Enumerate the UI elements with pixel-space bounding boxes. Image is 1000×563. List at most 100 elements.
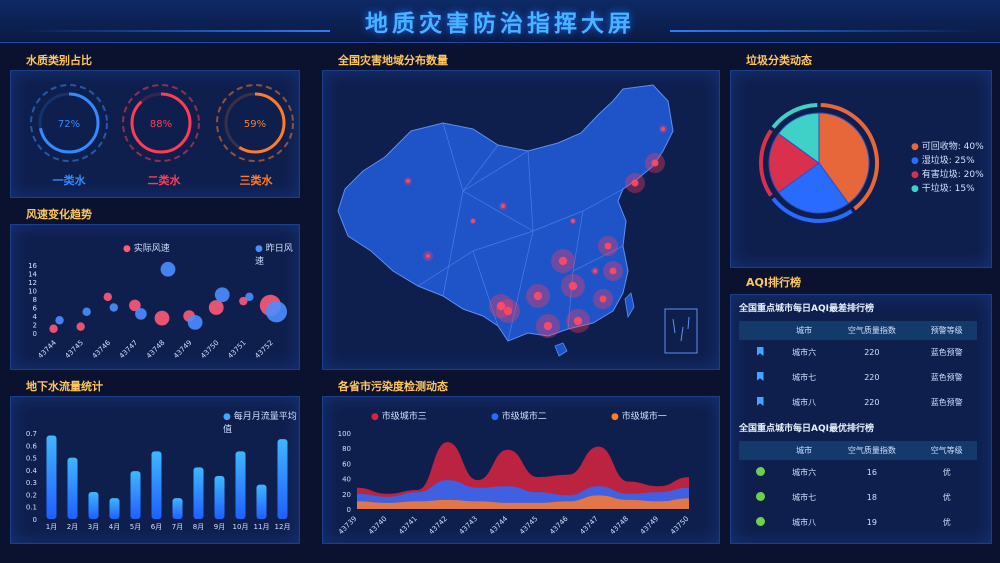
pollution-legend-1: ● 市级城市一 <box>611 412 667 422</box>
garbage-panel: ● 可回收物: 40% ● 湿垃圾: 25% ● 有害垃圾: 20% ● 干垃圾… <box>730 70 992 268</box>
bar <box>235 451 246 519</box>
x-tick-label: 43746 <box>91 338 113 360</box>
pie-outer-arc <box>771 197 853 223</box>
table-cell: 城市六 <box>792 468 817 477</box>
table-header: 空气质量指数 <box>827 441 917 460</box>
scatter-point <box>160 261 176 277</box>
y-tick-label: 0.1 <box>26 504 37 512</box>
x-tick-label: 43747 <box>578 515 599 536</box>
table-cell: 220 <box>864 398 880 407</box>
table-row[interactable]: 城市八 19 优 <box>739 510 977 535</box>
hotspot-dot <box>609 267 617 275</box>
map-title: 全国灾害地域分布数量 <box>338 54 448 67</box>
table-header: 城市 <box>781 441 828 460</box>
y-tick-label: 60 <box>342 460 351 468</box>
x-tick-label: 43746 <box>548 514 570 536</box>
scatter-point <box>239 296 248 306</box>
header-bar: 地质灾害防治指挥大屏 <box>0 0 1000 43</box>
garbage-legend-3: ● 有害垃圾: 20% <box>911 170 984 180</box>
x-tick-label: 43739 <box>337 515 358 536</box>
hotspot-dot <box>573 316 583 326</box>
x-tick-label: 43744 <box>37 338 59 360</box>
table-header: 预警等级 <box>916 321 977 340</box>
ring-label-2: 二类水 <box>147 174 181 187</box>
pie-outer-arc <box>771 103 818 129</box>
table-cell: 优 <box>942 468 951 477</box>
hotspot-dot <box>651 159 659 167</box>
aqi-best-header-row: 城市 空气质量指数 空气等级 <box>739 441 977 460</box>
groundwater-legend-text: 每月月流量平均值 <box>223 412 297 435</box>
y-tick-label: 0.5 <box>26 455 37 463</box>
table-cell: 城市七 <box>792 373 817 382</box>
bar <box>172 498 183 519</box>
y-tick-label: 0.4 <box>26 467 38 475</box>
water-quality-title: 水质类别占比 <box>26 54 92 67</box>
y-tick-label: 0.6 <box>26 442 38 450</box>
pollution-legend-2: ● 市级城市二 <box>491 412 547 422</box>
ring-value: 88% <box>150 119 172 130</box>
x-tick-label: 12月 <box>275 523 291 531</box>
x-tick-label: 2月 <box>67 523 78 531</box>
y-tick-label: 2 <box>33 322 37 330</box>
water-quality-rings: 72% 88% 59% <box>30 84 294 162</box>
y-tick-label: 0.7 <box>26 430 37 438</box>
table-row[interactable]: 城市七 18 优 <box>739 485 977 510</box>
hotspot-dot <box>406 179 410 183</box>
x-tick-label: 43745 <box>518 515 539 536</box>
x-tick-label: 10月 <box>233 523 249 531</box>
y-tick-label: 0.3 <box>26 479 37 487</box>
wind-panel: 0 2 4 6 8 10 12 14 16 43744 43745 43746 43747 43748 43… <box>10 224 300 370</box>
table-row[interactable]: 城市八 220 蓝色预警 <box>739 390 977 415</box>
hotspot-dot <box>604 242 612 250</box>
table-row[interactable]: 城市七 220 蓝色预警 <box>739 365 977 390</box>
table-row[interactable]: 城市六 220 蓝色预警 <box>739 340 977 365</box>
x-tick-label: 43748 <box>609 515 630 536</box>
x-tick-label: 8月 <box>193 523 204 531</box>
x-tick-label: 43744 <box>488 514 510 536</box>
map-hotspots <box>404 125 667 338</box>
pollution-legend-1-text: 市级城市一 <box>621 412 667 422</box>
pollution-panel: 0 20 40 60 80 100 43739 43740 43741 43742 43743 437… <box>322 396 720 544</box>
garbage-legend-2-text: 湿垃圾: 25% <box>921 156 975 166</box>
bar <box>277 439 288 519</box>
bar <box>130 471 141 519</box>
table-cell: 优 <box>942 493 951 502</box>
groundwater-legend: ● 每月月流量平均值 <box>223 412 297 435</box>
hotspot-dot <box>599 295 607 303</box>
hotspot-dot <box>593 269 597 273</box>
ring-outer-dash <box>30 84 108 162</box>
x-tick-label: 6月 <box>151 523 162 531</box>
table-row[interactable]: 城市六 16 优 <box>739 460 977 485</box>
wind-title: 风速变化趋势 <box>26 208 92 221</box>
table-cell: 城市六 <box>792 348 817 357</box>
table-cell: 蓝色预警 <box>930 373 963 382</box>
garbage-legend-4: ● 干垃圾: 15% <box>911 184 975 194</box>
pollution-legend-3-text: 市级城市三 <box>381 412 427 422</box>
ring-progress <box>38 92 100 154</box>
taiwan-island <box>624 292 635 319</box>
y-tick-label: 20 <box>342 491 351 499</box>
y-tick-label: 16 <box>28 262 37 270</box>
hotspot-dot <box>533 291 543 301</box>
table-cell: 城市七 <box>792 493 817 502</box>
table-header: 空气质量指数 <box>827 321 917 340</box>
x-tick-label: 3月 <box>88 523 99 531</box>
area-series <box>357 495 689 509</box>
map-panel <box>322 70 720 370</box>
wind-legend-yesterday: ● 昨日风速 <box>255 244 293 267</box>
bar <box>256 484 267 519</box>
table-cell: 220 <box>864 373 880 382</box>
scatter-point <box>208 300 224 315</box>
scatter-point <box>55 316 64 325</box>
hotspot-dot <box>631 179 639 187</box>
scatter-point <box>245 292 254 302</box>
ring-outer-dash <box>216 84 294 162</box>
garbage-legend-1: ● 可回收物: 40% <box>911 142 984 152</box>
aqi-best-title: 全国重点城市每日AQI最优排行榜 <box>739 424 874 434</box>
aqi-worst-title: 全国重点城市每日AQI最差排行榜 <box>739 304 874 314</box>
hotspot-dot <box>426 254 430 258</box>
hotspot-dot <box>501 204 505 208</box>
bar <box>193 467 204 519</box>
bar <box>67 457 78 519</box>
